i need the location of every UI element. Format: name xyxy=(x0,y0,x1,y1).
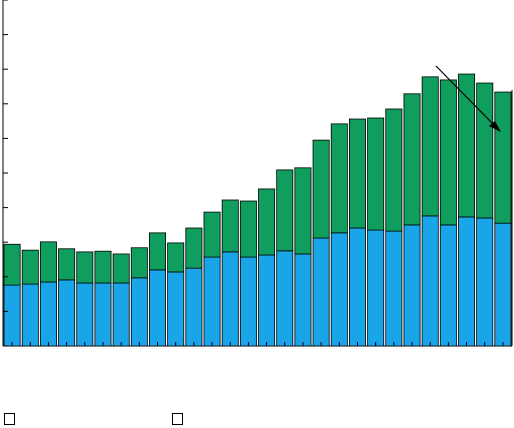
bar-segment xyxy=(203,256,221,347)
bar-segment xyxy=(421,76,439,217)
bar-segment xyxy=(258,254,276,347)
bar-segment xyxy=(130,277,148,347)
bar-segment xyxy=(276,250,294,347)
bar-segment xyxy=(185,227,203,269)
arrow-head xyxy=(489,121,501,132)
bar-segment xyxy=(367,117,385,231)
legend-box xyxy=(172,413,183,425)
bar-segment xyxy=(458,73,476,218)
bar-segment xyxy=(203,211,221,258)
bar-segment xyxy=(239,256,257,347)
bar-segment xyxy=(130,247,148,279)
bar-segment xyxy=(221,199,239,253)
bar-segment xyxy=(39,281,57,347)
bar-segment xyxy=(312,237,330,347)
bar-segment xyxy=(3,243,21,286)
bar-segment xyxy=(348,118,366,229)
bar-segment xyxy=(276,169,294,252)
bar-segment xyxy=(403,224,421,347)
bar-segment xyxy=(258,188,276,256)
bar-segment xyxy=(112,253,130,284)
bar-segment xyxy=(476,217,494,347)
bar-segment xyxy=(494,222,512,347)
bar-segment xyxy=(21,283,39,347)
bar-segment xyxy=(239,200,257,258)
bar-segment xyxy=(439,79,457,226)
bar-segment xyxy=(76,282,94,347)
bar-segment xyxy=(167,242,185,273)
bars xyxy=(3,73,512,347)
bar-segment xyxy=(421,215,439,347)
bar-segment xyxy=(58,248,76,281)
bar-segment xyxy=(330,232,348,347)
bar-segment xyxy=(458,216,476,347)
bar-segment xyxy=(294,167,312,255)
bar-segment xyxy=(439,224,457,347)
bar-segment xyxy=(94,250,112,284)
bar-segment xyxy=(348,227,366,347)
bar-segment xyxy=(185,267,203,347)
bar-segment xyxy=(476,82,494,219)
bar-segment xyxy=(167,271,185,347)
bar-segment xyxy=(149,269,167,347)
bar-segment xyxy=(21,249,39,285)
bar-segment xyxy=(403,93,421,226)
bar-segment xyxy=(330,123,348,234)
bar-segment xyxy=(494,91,512,224)
bar-segment xyxy=(367,229,385,347)
bar-segment xyxy=(385,108,403,232)
bar-segment xyxy=(294,253,312,347)
bar-segment xyxy=(58,279,76,347)
annotation-arrow xyxy=(435,65,497,128)
bar-segment xyxy=(39,241,57,283)
bar-segment xyxy=(385,230,403,347)
bar-segment xyxy=(76,251,94,284)
bar-segment xyxy=(112,282,130,347)
bar-segment xyxy=(149,232,167,271)
bar-segment xyxy=(3,284,21,347)
bar-segment xyxy=(94,282,112,347)
bar-segment xyxy=(312,139,330,239)
legend-box xyxy=(4,413,15,425)
bar-segment xyxy=(221,251,239,347)
